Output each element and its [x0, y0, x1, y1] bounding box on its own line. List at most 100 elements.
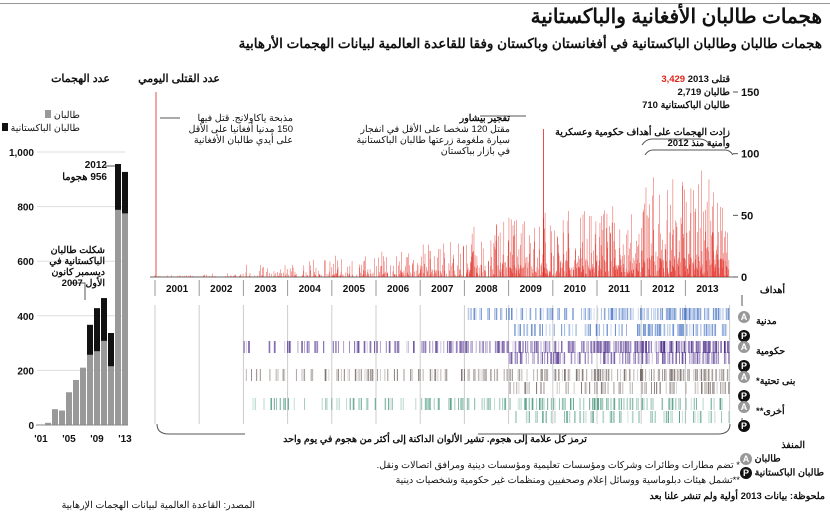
y-tick-label: 400 [17, 312, 34, 323]
x-tick-label: 2001 [166, 284, 189, 295]
annotation-arrow [70, 282, 86, 300]
page-subtitle: هجمات طالبان وطالبان الباكستانية في أفغا… [238, 36, 822, 51]
page-title: هجمات طالبان الأفغانية والباكستانية [530, 6, 822, 28]
x-tick-label: 2007 [431, 284, 454, 295]
x-tick-label: 2002 [210, 284, 233, 295]
annotation-2012-count: 956 هجوما [62, 172, 107, 183]
legend-pakistani-swatch [1, 123, 8, 131]
bar-taliban [122, 213, 128, 425]
bar-taliban [94, 351, 100, 425]
totals-taliban-label: طالبان [703, 87, 730, 98]
x-tick-label: 2004 [299, 284, 322, 295]
totals-pakistani-label: طالبان الباكستانية [660, 100, 730, 111]
bar-pakistani [115, 164, 121, 210]
x-tick-label: '09 [90, 434, 104, 445]
totals-taliban: طالبان 2,719 [610, 86, 730, 99]
targets-heading: أهداف [759, 285, 785, 296]
legend-pakistani-label: طالبان الباكستانية [10, 123, 80, 134]
bar-taliban [101, 340, 107, 425]
bracket [641, 138, 711, 146]
source: المصدر: القاعدة العالمية لبيانات الهجمات… [61, 500, 255, 511]
bar-taliban [45, 422, 51, 425]
perpetrator-a: A طالبان [740, 453, 781, 465]
legend-taliban: طالبان [0, 110, 80, 121]
legend-taliban-label: طالبان [53, 110, 80, 121]
target-label: *بنى تحتية [756, 376, 796, 387]
badge-a-icon: A [738, 400, 750, 413]
badge-p-icon: P [738, 419, 750, 432]
legend-pakistani: طالبان الباكستانية [0, 123, 80, 134]
x-tick-label: 2010 [564, 284, 587, 295]
x-tick-label: 2013 [696, 284, 719, 295]
totals-killed-value: 3,429 [661, 74, 686, 85]
badge-a-icon: A [740, 453, 752, 465]
x-tick-label: 2012 [652, 284, 675, 295]
annotation-peshawar: تفجير بيشاور مقتل 120 شخصا على الأقل في ا… [345, 113, 510, 157]
totals-taliban-value: 2,719 [677, 87, 702, 98]
badge-a-icon: A [738, 310, 750, 323]
annotation-government-attacks: زادت الهجمات على أهداف حكومية وعسكرية وأ… [555, 127, 730, 149]
annotation-2012: 2012 956 هجوما [55, 160, 107, 184]
bracket [644, 149, 734, 156]
perpetrator-a-label: طالبان [754, 453, 781, 465]
perpetrator-p-label: طالبان الباكستانية [754, 467, 825, 479]
totals-killed-label: قتلى 2013 [687, 74, 730, 85]
bar-taliban [52, 409, 58, 425]
deaths-chart-title: عدد القتلى اليومي [138, 73, 220, 85]
bar-pakistani [108, 332, 114, 367]
badge-p-icon: P [738, 329, 750, 342]
x-tick-label: 2008 [475, 284, 498, 295]
bar-taliban [115, 209, 121, 425]
badge-p-icon: P [738, 389, 750, 402]
data-note: ملحوظة: بيانات 2013 أولية ولم تنشر علنا … [649, 491, 825, 502]
y-tick-label: 0 [28, 421, 34, 432]
y-tick-label: 200 [17, 366, 34, 377]
x-tick-label: '13 [118, 434, 132, 445]
totals-pakistani: طالبان الباكستانية 710 [610, 99, 730, 112]
x-tick-label: '01 [34, 434, 48, 445]
bar-taliban [87, 354, 93, 425]
bar-pakistani [122, 171, 128, 214]
target-label: **أخرى [756, 406, 785, 417]
perpetrator-p: P طالبان الباكستانية [740, 467, 824, 479]
footnote-2: **تشمل هيئات دبلوماسية ووسائل إعلام وصحف… [395, 475, 740, 486]
attacks-chart-title: عدد الهجمات [51, 73, 110, 85]
totals-2013: قتلى 2013 3,429 طالبان 2,719 طالبان البا… [610, 73, 730, 112]
bar-taliban [108, 366, 114, 425]
y-tick-label: 600 [17, 257, 34, 268]
annotation-2012-year: 2012 [84, 160, 107, 171]
totals-pakistani-value: 710 [642, 100, 658, 111]
bar-taliban [66, 392, 72, 425]
y-tick-label: 800 [17, 203, 34, 214]
strip-bracket [156, 423, 731, 435]
y-tick-label: 100 [741, 149, 759, 161]
badge-a-icon: A [738, 340, 750, 353]
target-label: حكومية [756, 346, 786, 357]
badge-p-icon: P [738, 359, 750, 372]
bar-taliban [80, 367, 86, 425]
x-tick-label: 2005 [343, 284, 366, 295]
annotation-peshawar-title: تفجير بيشاور [459, 113, 510, 124]
bar-pakistani [94, 308, 100, 352]
x-tick-label: 2011 [608, 284, 630, 295]
bar-taliban [73, 379, 79, 425]
y-tick-label: 150 [741, 87, 759, 99]
strip-note: ترمز كل علامة إلى هجوم. تشير الألوان الد… [283, 434, 587, 445]
bar-pakistani [101, 298, 107, 341]
x-tick-label: 2009 [520, 284, 543, 295]
x-tick-label: '05 [62, 434, 76, 445]
y-tick-label: 0 [741, 272, 747, 284]
top-rule [0, 3, 830, 4]
x-tick-label: 2006 [387, 284, 410, 295]
perpetrator-heading: المنفذ [781, 440, 805, 451]
annotation-yakawlang: مذبحة ياكاولانج. قتل فيها 150 مدنيا أفغا… [188, 113, 294, 146]
bar-taliban [59, 410, 65, 425]
annotation-pakistani-founded: شكلت طالبان الباكستانية في ديسمبر كانون … [49, 245, 105, 289]
bar-pakistani [87, 324, 93, 355]
target-label: مدنية [756, 316, 777, 327]
